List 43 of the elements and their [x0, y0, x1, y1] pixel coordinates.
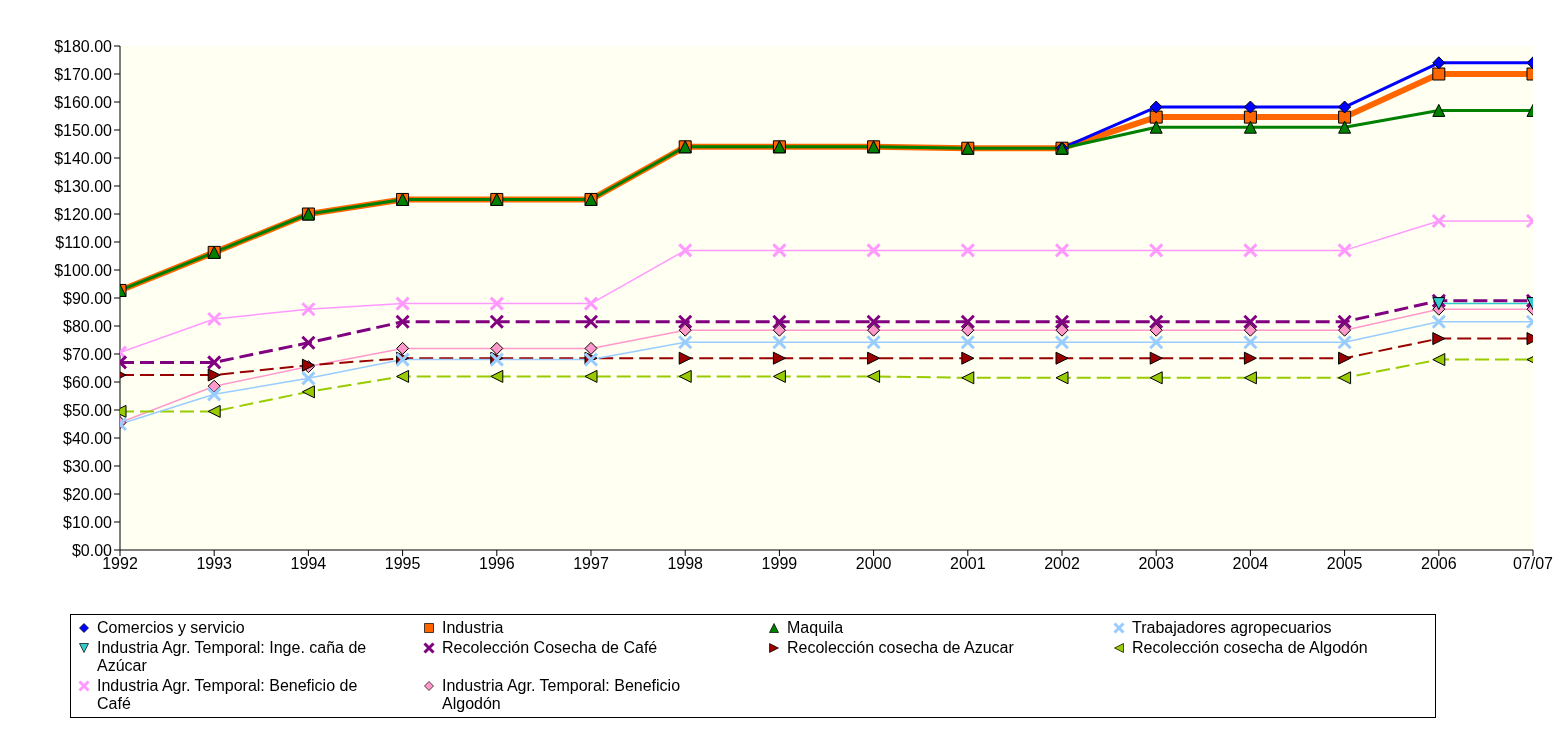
x-tick-label: 1997	[573, 555, 609, 573]
x-tick-label: 2001	[950, 555, 986, 573]
y-tick-label: $90.00	[63, 289, 113, 307]
legend-label: Industria Agr. Temporal: Beneficio de Café	[97, 677, 359, 713]
x-tick-label: 2003	[1138, 555, 1175, 573]
legend-label: Recolección cosecha de Algodón	[1132, 639, 1369, 657]
x-tick-label: 2000	[855, 555, 892, 573]
legend-label: Trabajadores agropecuarios	[1132, 619, 1333, 637]
y-tick-label: $80.00	[63, 317, 113, 335]
legend-label: Industria Agr. Temporal: Inge. caña de Azúcar	[97, 639, 368, 675]
y-tick-label: $140.00	[54, 149, 113, 167]
x-tick-label: 1994	[290, 555, 327, 573]
x-tick-label: 2005	[1326, 555, 1363, 573]
legend-label: Comercios y servicio	[97, 619, 246, 637]
y-tick-label: $170.00	[54, 65, 113, 83]
legend-label: Maquila	[787, 619, 845, 637]
x-tick-label: 2006	[1421, 555, 1457, 573]
legend-label: Recolección Cosecha de Café	[442, 639, 659, 657]
y-tick-label: $20.00	[63, 485, 113, 503]
y-tick-label: $50.00	[63, 401, 113, 419]
legend-label: Industria Agr. Temporal: Beneficio Algodón	[442, 677, 682, 713]
x-tick-label: 2002	[1044, 555, 1080, 573]
x-tick-label: 1993	[196, 555, 233, 573]
y-tick-label: $40.00	[63, 429, 113, 447]
y-tick-label: $130.00	[54, 177, 113, 195]
legend-label: Industria	[442, 619, 505, 637]
y-tick-label: $30.00	[63, 457, 113, 475]
y-tick-label: $180.00	[54, 37, 113, 55]
y-tick-label: $10.00	[63, 513, 113, 531]
legend-label: Recolección cosecha de Azucar	[787, 639, 1015, 657]
y-tick-label: $120.00	[54, 205, 113, 223]
y-tick-label: $150.00	[54, 121, 113, 139]
y-tick-label: $100.00	[54, 261, 113, 279]
y-tick-label: $70.00	[63, 345, 113, 363]
y-tick-label: $160.00	[54, 93, 113, 111]
y-tick-label: $110.00	[55, 233, 113, 251]
x-tick-label: 1998	[667, 555, 704, 573]
x-tick-label: 07/07	[1512, 555, 1554, 573]
y-tick-label: $60.00	[63, 373, 113, 391]
x-tick-label: 2004	[1232, 555, 1269, 573]
x-tick-label: 1996	[479, 555, 515, 573]
x-tick-label: 1995	[384, 555, 421, 573]
x-tick-label: 1999	[761, 555, 798, 573]
